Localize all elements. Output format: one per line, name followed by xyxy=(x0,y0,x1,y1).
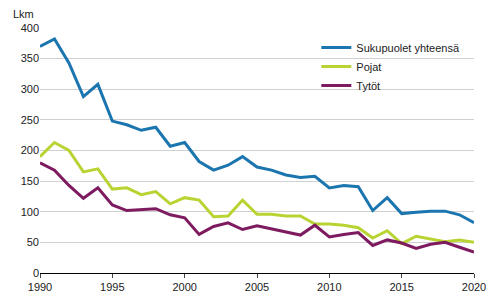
svg-text:150: 150 xyxy=(21,175,39,187)
svg-text:2020: 2020 xyxy=(462,281,486,293)
svg-text:Tytöt: Tytöt xyxy=(356,80,380,92)
svg-text:50: 50 xyxy=(27,236,39,248)
svg-text:400: 400 xyxy=(21,22,39,34)
svg-text:2000: 2000 xyxy=(172,281,196,293)
svg-text:2005: 2005 xyxy=(245,281,269,293)
svg-text:2010: 2010 xyxy=(317,281,341,293)
svg-text:Lkm: Lkm xyxy=(13,8,34,20)
svg-text:100: 100 xyxy=(21,206,39,218)
svg-text:0: 0 xyxy=(33,267,39,279)
svg-text:250: 250 xyxy=(21,114,39,126)
svg-text:Sukupuolet yhteensä: Sukupuolet yhteensä xyxy=(356,42,460,54)
svg-text:200: 200 xyxy=(21,144,39,156)
svg-text:1990: 1990 xyxy=(28,281,52,293)
svg-text:Pojat: Pojat xyxy=(356,61,381,73)
svg-text:350: 350 xyxy=(21,52,39,64)
svg-text:1995: 1995 xyxy=(100,281,124,293)
svg-text:2015: 2015 xyxy=(389,281,413,293)
svg-text:300: 300 xyxy=(21,83,39,95)
